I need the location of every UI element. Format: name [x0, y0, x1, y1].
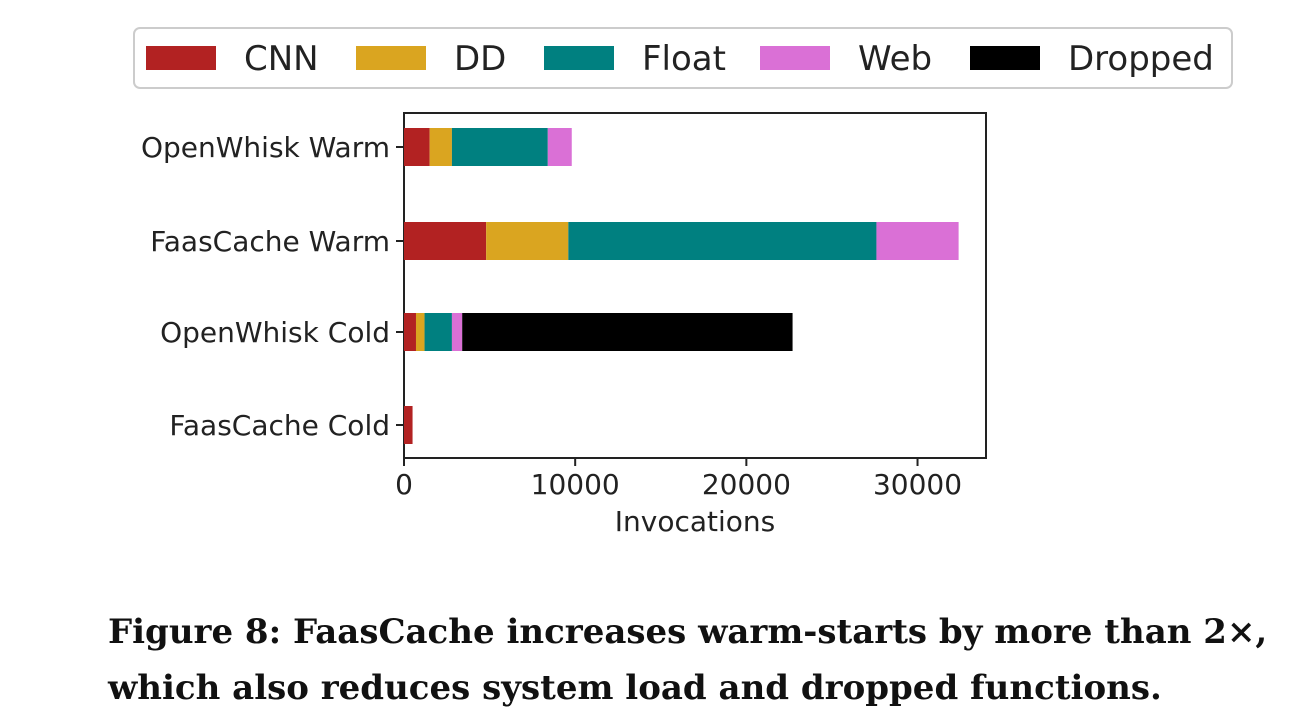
bar-openwhisk-warm-float [451, 128, 548, 166]
legend-label-web: Web [858, 39, 932, 79]
bar-openwhisk-cold-dropped [462, 313, 793, 351]
bar-faascache-cold-cnn [404, 406, 413, 444]
legend-swatch-dropped [970, 46, 1040, 70]
x-tick-label-10000: 10000 [531, 468, 620, 501]
legend-label-cnn: CNN [244, 39, 319, 79]
bar-openwhisk-cold-web [451, 313, 463, 351]
x-tick-label-0: 0 [395, 468, 413, 501]
legend-label-dropped: Dropped [1068, 39, 1214, 79]
legend-swatch-web [760, 46, 830, 70]
legend-swatch-dd [356, 46, 426, 70]
bar-openwhisk-cold-dd [415, 313, 425, 351]
legend: CNN DD Float Web Dropped [133, 27, 1233, 89]
x-tick-label-20000: 20000 [702, 468, 791, 501]
legend-frame [133, 27, 1233, 89]
y-tick-label-faascache-cold: FaasCache Cold [169, 409, 390, 442]
legend-label-dd: DD [454, 39, 506, 79]
x-axis-label: Invocations [615, 505, 775, 538]
bar-openwhisk-warm-web [547, 128, 572, 166]
bar-openwhisk-cold-cnn [404, 313, 416, 351]
x-tick-label-30000: 30000 [873, 468, 962, 501]
y-tick-label-faascache-warm: FaasCache Warm [150, 225, 390, 258]
legend-label-float: Float [642, 39, 726, 79]
figure-caption: Figure 8: FaasCache increases warm-start… [108, 612, 1268, 708]
bars [404, 128, 959, 444]
bar-faascache-warm-cnn [404, 222, 487, 260]
bar-faascache-warm-dd [486, 222, 569, 260]
y-tick-label-openwhisk-cold: OpenWhisk Cold [160, 316, 390, 349]
x-axis: 0 10000 20000 30000 [395, 458, 962, 501]
legend-swatch-cnn [146, 46, 216, 70]
bar-faascache-warm-float [568, 222, 877, 260]
legend-swatch-float [544, 46, 614, 70]
bar-openwhisk-warm-dd [429, 128, 452, 166]
y-tick-label-openwhisk-warm: OpenWhisk Warm [141, 131, 390, 164]
bar-faascache-warm-web [876, 222, 959, 260]
bar-openwhisk-warm-cnn [404, 128, 430, 166]
bar-openwhisk-cold-float [424, 313, 452, 351]
y-axis: OpenWhisk Warm FaasCache Warm OpenWhisk Co… [141, 131, 404, 442]
plot-area [403, 112, 987, 459]
chart: CNN DD Float Web Dropped OpenWhisk Warm FaasC… [133, 27, 1233, 538]
